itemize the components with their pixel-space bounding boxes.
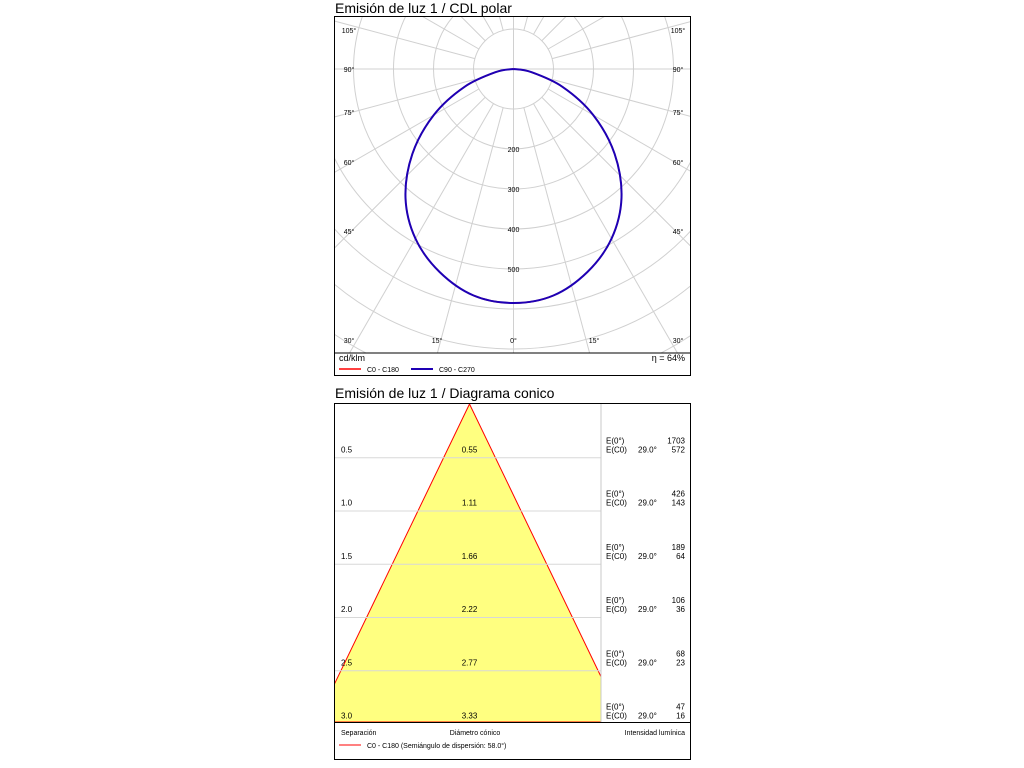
ec0-value: 23 — [676, 658, 685, 667]
legend-label-c0-c180: C0 - C180 — [367, 367, 399, 374]
polar-spoke — [436, 107, 504, 353]
polar-spoke — [348, 103, 494, 353]
polar-ring — [335, 333, 690, 353]
e0-value: 189 — [672, 543, 686, 552]
ec0-label: E(C0) — [606, 658, 627, 667]
ec0-label: E(C0) — [606, 499, 627, 508]
e0-value: 47 — [676, 703, 685, 712]
diameter-value: 1.11 — [462, 499, 478, 508]
polar-spoke — [533, 103, 679, 353]
polar-spoke — [335, 20, 475, 60]
intensity-header: Intensidad lumínica — [625, 730, 685, 737]
diameter-header: Diámetro cónico — [450, 730, 501, 737]
angle-value: 29.0° — [638, 445, 657, 454]
radial-tick-label: 300 — [508, 187, 520, 194]
cone-legend-label: C0 - C180 (Semiángulo de dispersión: 58.… — [367, 742, 506, 750]
polar-spoke — [552, 78, 690, 117]
polar-spoke — [335, 78, 475, 118]
angle-label: 15° — [589, 337, 600, 345]
e0-value: 426 — [672, 490, 686, 499]
e0-value: 1703 — [667, 436, 685, 445]
polar-spoke — [541, 96, 690, 247]
separation-header: Separación — [341, 730, 377, 737]
polar-ring — [335, 17, 690, 375]
efficiency-label: η = 64% — [652, 353, 685, 363]
diameter-value: 0.55 — [462, 445, 478, 454]
angle-label: 30° — [673, 337, 684, 345]
diameter-value: 3.33 — [462, 712, 478, 721]
polar-chart: 200 300 400 500 105° 90° 75° 60° 45° 30° 15° 0° 15° 3… — [334, 16, 691, 376]
polar-spoke — [460, 17, 486, 42]
ec0-label: E(C0) — [606, 712, 627, 721]
separation-value: 1.5 — [341, 552, 353, 561]
angle-label: 90° — [344, 66, 355, 74]
diameter-value: 2.22 — [462, 605, 478, 614]
ec0-value: 572 — [672, 445, 686, 454]
radial-tick-label: 500 — [508, 267, 520, 274]
diameter-value: 2.77 — [462, 658, 478, 667]
polar-spoke — [547, 88, 690, 172]
cone-shape — [335, 404, 601, 722]
cone-chart: 0.5 0.55 E(0°) E(C0) 29.0° 1703 572 1.0 1.11 E(0°… — [334, 403, 691, 760]
e0-label: E(0°) — [606, 649, 625, 658]
angle-label: 45° — [673, 228, 684, 236]
angle-value: 29.0° — [638, 605, 657, 614]
radial-tick-label: 200 — [508, 147, 520, 154]
polar-spoke — [552, 21, 690, 60]
diameter-value: 1.66 — [462, 552, 478, 561]
e0-label: E(0°) — [606, 596, 625, 605]
polar-ring — [335, 228, 690, 310]
polar-grid — [335, 17, 690, 375]
polar-spoke — [523, 107, 591, 353]
e0-label: E(0°) — [606, 703, 625, 712]
ec0-value: 16 — [676, 712, 685, 721]
radial-tick-label: 400 — [508, 227, 520, 234]
angle-label: 15° — [432, 337, 443, 345]
angle-value: 29.0° — [638, 712, 657, 721]
angle-label: 60° — [344, 159, 355, 167]
polar-ring — [335, 17, 690, 375]
angle-label: 75° — [344, 109, 355, 117]
separation-value: 1.0 — [341, 499, 353, 508]
angle-label: 45° — [344, 228, 355, 236]
polar-plot: 200 300 400 500 105° 90° 75° 60° 45° 30° 15° 0° 15° 3… — [335, 17, 690, 375]
angle-label: 0° — [510, 337, 517, 345]
angle-value: 29.0° — [638, 658, 657, 667]
e0-label: E(0°) — [606, 490, 625, 499]
ec0-label: E(C0) — [606, 552, 627, 561]
separation-value: 3.0 — [341, 712, 353, 721]
separation-value: 2.0 — [341, 605, 353, 614]
separation-value: 2.5 — [341, 658, 353, 667]
cone-chart-title: Emisión de luz 1 / Diagrama conico — [335, 385, 555, 401]
angle-label: 30° — [344, 337, 355, 345]
polar-spoke — [541, 17, 567, 42]
polar-chart-title: Emisión de luz 1 / CDL polar — [335, 0, 512, 16]
angle-value: 29.0° — [638, 499, 657, 508]
e0-value: 68 — [676, 649, 685, 658]
separation-value: 0.5 — [341, 445, 353, 454]
ec0-label: E(C0) — [606, 445, 627, 454]
ec0-value: 143 — [672, 499, 686, 508]
polar-ring — [335, 283, 690, 350]
polar-spoke — [335, 96, 486, 249]
legend-label-c90-c270: C90 - C270 — [439, 367, 475, 374]
angle-label: 75° — [673, 109, 684, 117]
polar-spoke — [547, 17, 605, 50]
angle-value: 29.0° — [638, 552, 657, 561]
polar-spoke — [335, 88, 480, 173]
polar-spoke — [422, 17, 480, 50]
angle-label: 105° — [342, 27, 357, 35]
angle-label: 60° — [673, 159, 684, 167]
ec0-value: 36 — [676, 605, 685, 614]
e0-label: E(0°) — [606, 436, 625, 445]
angle-label: 90° — [673, 66, 684, 74]
ec0-label: E(C0) — [606, 605, 627, 614]
polar-series-c90-c270 — [404, 68, 623, 305]
e0-value: 106 — [672, 596, 686, 605]
angle-label: 105° — [671, 27, 686, 35]
e0-label: E(0°) — [606, 543, 625, 552]
ec0-value: 64 — [676, 552, 685, 561]
unit-label: cd/klm — [339, 353, 365, 363]
